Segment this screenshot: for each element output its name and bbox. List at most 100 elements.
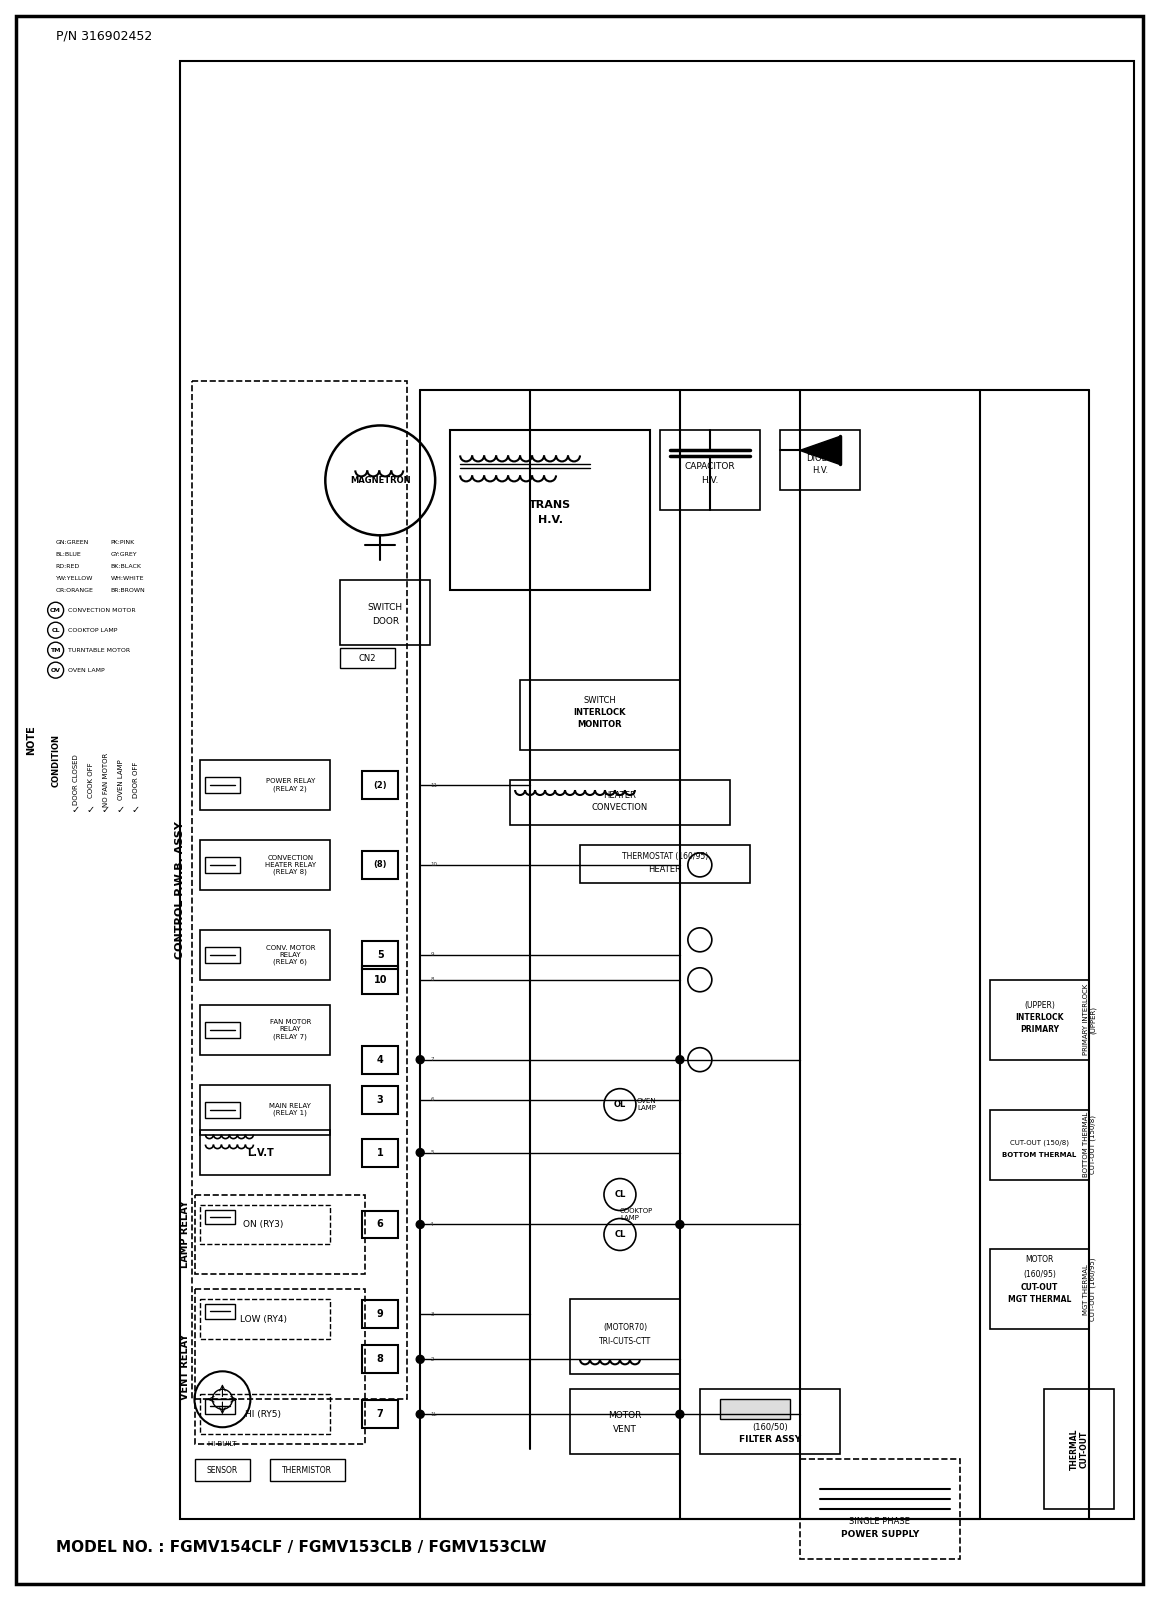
Bar <box>720 1400 789 1419</box>
Text: NO FAN MOTOR: NO FAN MOTOR <box>102 754 109 806</box>
Text: COOKTOP LAMP: COOKTOP LAMP <box>67 627 117 632</box>
Text: TRANS: TRANS <box>529 501 571 510</box>
Bar <box>192 381 407 1400</box>
Bar <box>205 858 240 874</box>
Text: DOOR CLOSED: DOOR CLOSED <box>73 755 79 805</box>
Text: PK:PINK: PK:PINK <box>110 539 134 546</box>
Text: 3: 3 <box>377 1094 384 1104</box>
Text: THERMOSTAT (160/95): THERMOSTAT (160/95) <box>621 853 708 861</box>
Text: 4: 4 <box>377 1054 384 1064</box>
Bar <box>201 930 330 979</box>
Text: H.V.: H.V. <box>811 466 828 475</box>
Text: WH:WHITE: WH:WHITE <box>110 576 144 581</box>
Text: DIODE: DIODE <box>806 454 833 462</box>
Bar <box>363 851 399 878</box>
Text: RD:RED: RD:RED <box>56 563 80 568</box>
Text: INTERLOCK: INTERLOCK <box>1015 1013 1064 1022</box>
Text: 9: 9 <box>377 1309 384 1320</box>
Text: CN2: CN2 <box>358 654 376 662</box>
Bar <box>450 430 650 590</box>
Text: ✓: ✓ <box>117 805 125 814</box>
Text: TRI-CUTS-CTT: TRI-CUTS-CTT <box>599 1338 651 1346</box>
Text: OR:ORANGE: OR:ORANGE <box>56 587 94 592</box>
Bar <box>205 778 240 794</box>
Bar <box>363 1046 399 1074</box>
Bar <box>205 1400 235 1414</box>
Bar <box>780 430 860 490</box>
Bar <box>196 1290 365 1445</box>
Text: H.V.: H.V. <box>538 515 562 525</box>
Text: CL: CL <box>614 1190 626 1198</box>
Text: (8): (8) <box>373 861 387 869</box>
Text: PRIMARY: PRIMARY <box>1020 1026 1059 1034</box>
Text: POWER SUPPLY: POWER SUPPLY <box>840 1530 919 1539</box>
Text: CL: CL <box>51 627 60 632</box>
Text: BOTTOM THERMAL: BOTTOM THERMAL <box>1003 1152 1077 1157</box>
Text: TURNTABLE MOTOR: TURNTABLE MOTOR <box>67 648 130 653</box>
Bar <box>363 966 399 994</box>
Text: PRIMARY INTERLOCK
(UPPER): PRIMARY INTERLOCK (UPPER) <box>1083 984 1096 1056</box>
Text: SENSOR: SENSOR <box>206 1466 238 1475</box>
Text: VENT: VENT <box>613 1424 637 1434</box>
Bar <box>341 648 395 669</box>
Text: 4: 4 <box>430 1222 433 1227</box>
Circle shape <box>416 1056 424 1064</box>
Text: DOOR OFF: DOOR OFF <box>132 762 139 798</box>
Text: CONVECTION MOTOR: CONVECTION MOTOR <box>67 608 136 613</box>
Text: ✓: ✓ <box>87 805 95 814</box>
Bar <box>201 760 330 810</box>
Text: ON (RY3): ON (RY3) <box>243 1219 284 1229</box>
Text: HEATER: HEATER <box>648 866 681 875</box>
Circle shape <box>676 1221 684 1229</box>
Text: LOW (RY4): LOW (RY4) <box>240 1315 287 1323</box>
Bar <box>201 1394 330 1434</box>
Bar <box>196 1459 250 1482</box>
Text: CUT-OUT: CUT-OUT <box>1021 1283 1058 1291</box>
Bar <box>205 1102 240 1118</box>
Circle shape <box>416 1221 424 1229</box>
Text: BK:BLACK: BK:BLACK <box>110 563 141 568</box>
Bar <box>570 1389 680 1454</box>
Circle shape <box>676 1056 684 1064</box>
Text: HI (RY5): HI (RY5) <box>246 1410 282 1419</box>
Text: (2): (2) <box>373 781 387 789</box>
Text: DOOR: DOOR <box>372 616 399 626</box>
Text: L.V.T: L.V.T <box>247 1147 274 1157</box>
Text: HEATER: HEATER <box>604 790 636 800</box>
Text: CONVECTION
HEATER RELAY
(RELAY 8): CONVECTION HEATER RELAY (RELAY 8) <box>264 854 316 875</box>
Bar <box>700 1389 839 1454</box>
Bar <box>205 1022 240 1038</box>
Text: MAIN RELAY
(RELAY 1): MAIN RELAY (RELAY 1) <box>269 1102 312 1117</box>
Text: OVEN
LAMP: OVEN LAMP <box>637 1098 656 1110</box>
Text: THERMISTOR: THERMISTOR <box>283 1466 333 1475</box>
Bar <box>363 1211 399 1238</box>
Text: COOK OFF: COOK OFF <box>88 762 94 798</box>
Text: 5: 5 <box>430 1150 433 1155</box>
Text: HI BUILT: HI BUILT <box>209 1442 236 1448</box>
Bar <box>201 1085 330 1134</box>
Text: OVEN LAMP: OVEN LAMP <box>117 760 124 800</box>
Text: INTERLOCK: INTERLOCK <box>574 707 626 717</box>
Text: COOKTOP
LAMP: COOKTOP LAMP <box>620 1208 654 1221</box>
Bar <box>201 1299 330 1339</box>
Text: 10: 10 <box>373 974 387 984</box>
Text: BL:BLUE: BL:BLUE <box>56 552 81 557</box>
Bar <box>205 947 240 963</box>
Text: THERMAL
CUT-OUT: THERMAL CUT-OUT <box>1070 1429 1089 1470</box>
Text: ✓: ✓ <box>102 805 110 814</box>
Bar <box>363 1346 399 1373</box>
Bar <box>181 61 1135 1518</box>
Text: POWER RELAY
(RELAY 2): POWER RELAY (RELAY 2) <box>265 778 315 792</box>
Bar <box>363 1086 399 1114</box>
Bar <box>800 1459 960 1558</box>
Bar <box>1044 1389 1114 1509</box>
Text: FILTER ASSY: FILTER ASSY <box>738 1435 801 1443</box>
Bar <box>363 1301 399 1328</box>
Text: CONDITION: CONDITION <box>51 733 60 787</box>
Text: CL: CL <box>614 1230 626 1238</box>
Text: 8: 8 <box>377 1354 384 1365</box>
Bar <box>205 1210 235 1224</box>
Text: 10: 10 <box>430 862 437 867</box>
Text: 1L: 1L <box>430 1411 437 1416</box>
Bar <box>201 1205 330 1245</box>
